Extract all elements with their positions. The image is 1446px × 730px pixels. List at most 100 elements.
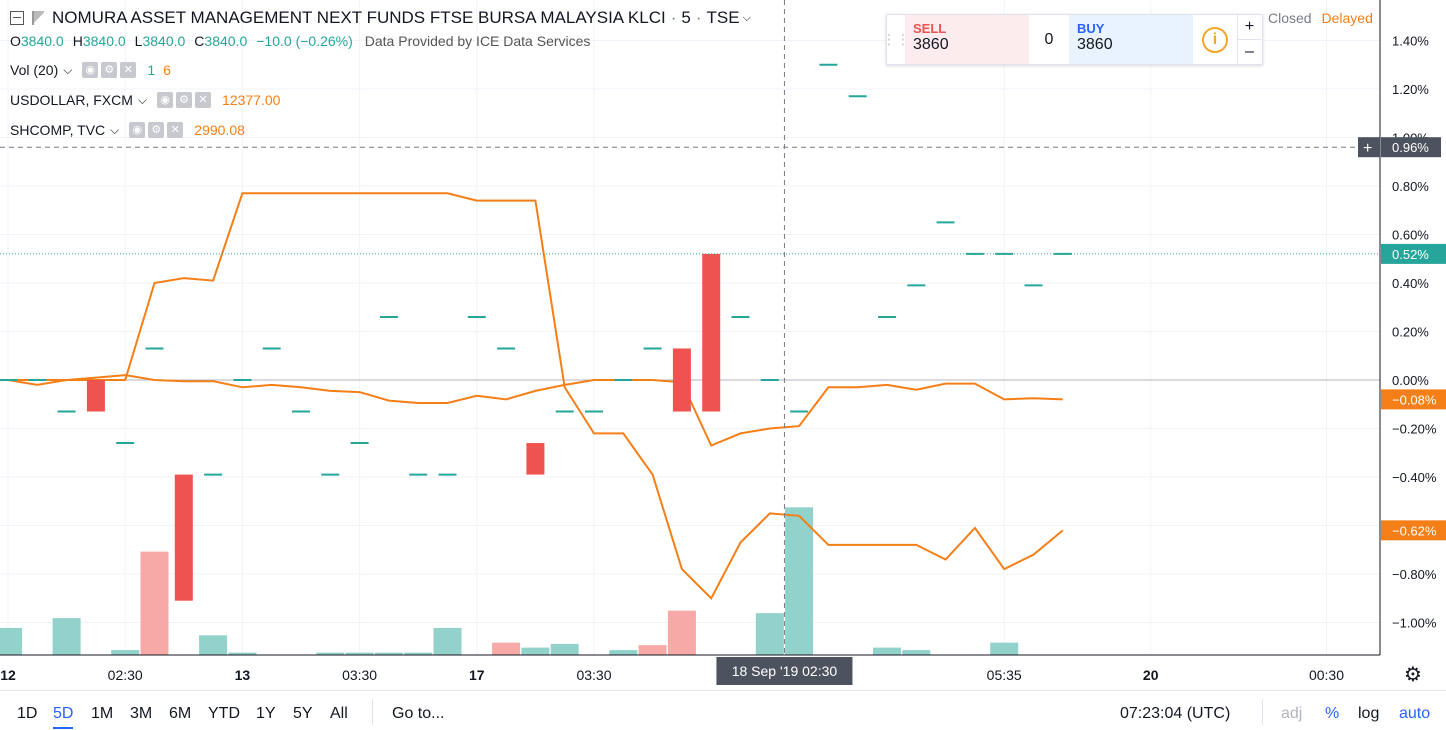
range-button-ytd[interactable]: YTD — [208, 705, 240, 722]
time-tick-label: 13 — [235, 667, 251, 683]
market-closed-label: Closed — [1268, 10, 1312, 26]
time-tick-label: 17 — [469, 667, 485, 683]
volume-bar — [550, 643, 579, 655]
goto-button[interactable]: Go to... — [392, 705, 445, 722]
price-tick-label: 0.80% — [1392, 179, 1429, 194]
symbol-title-row: NOMURA ASSET MANAGEMENT NEXT FUNDS FTSE … — [10, 8, 751, 28]
low-label: L — [134, 33, 143, 49]
crosshair-price-tag: 0.96% — [1392, 140, 1429, 155]
collapse-icon[interactable] — [10, 11, 24, 25]
indicator-row-usdollar[interactable]: USDOLLAR, FXCM ⌵ ◉ ⚙ ✕ 12377.00 — [10, 90, 280, 110]
time-axis[interactable]: 12 02:30 13 03:30 17 03:30 05:35 20 00:30 18 Sep … — [0, 654, 1422, 686]
price-tick-label: −0.40% — [1392, 470, 1437, 485]
trade-panel: ⋮⋮ SELL 3860 0 BUY 3860 i + – — [882, 14, 1263, 65]
chevron-down-icon[interactable]: ⌵ — [137, 92, 148, 107]
log-toggle[interactable]: log — [1358, 705, 1380, 722]
sell-label: SELL — [913, 21, 947, 36]
eye-icon[interactable]: ◉ — [82, 62, 99, 78]
price-candles — [0, 63, 1072, 601]
close-icon[interactable]: ✕ — [120, 62, 137, 78]
close-label: C — [194, 33, 205, 49]
data-provider: Data Provided by ICE Data Services — [364, 33, 591, 49]
compare-lines — [7, 192, 1064, 600]
high-value: 3840.0 — [82, 33, 126, 49]
volume-bar — [140, 551, 169, 655]
quantity-field[interactable]: 0 — [1044, 30, 1054, 48]
adj-toggle[interactable]: adj — [1281, 705, 1303, 722]
bottom-toolbar: 1D 5D 1M 3M 6M YTD 1Y 5Y All Go to... 07… — [0, 690, 1446, 730]
candle-body — [526, 443, 545, 475]
gear-icon[interactable]: ⚙ — [101, 62, 118, 78]
indicator-name[interactable]: Vol (20) — [10, 62, 59, 78]
gear-icon[interactable]: ⚙ — [148, 122, 165, 138]
utc-clock[interactable]: 07:23:04 (UTC) — [1120, 705, 1231, 722]
close-icon[interactable]: ✕ — [167, 122, 184, 138]
chevron-down-icon[interactable]: ⌵ — [110, 122, 120, 137]
time-tick-label: 00:30 — [1309, 667, 1344, 683]
minus-button[interactable]: – — [1245, 43, 1254, 60]
price-tick-label: 0.00% — [1392, 373, 1429, 388]
volume-bar — [521, 647, 550, 655]
close-value: 3840.0 — [204, 33, 248, 49]
compare-line-usdollar — [7, 374, 1063, 447]
plus-button[interactable]: + — [1238, 15, 1261, 40]
candle-body — [174, 474, 193, 601]
separator-dot: · — [695, 8, 702, 27]
chevron-down-icon[interactable]: ⌵ — [742, 11, 751, 24]
info-icon: i — [1202, 26, 1228, 53]
chevron-down-icon[interactable]: ⌵ — [63, 62, 73, 77]
range-button-1m[interactable]: 1M — [91, 705, 114, 722]
quantity-stepper: + – — [1237, 15, 1261, 64]
buy-button[interactable]: BUY 3860 — [1069, 15, 1193, 64]
exchange-label[interactable]: TSE — [706, 8, 740, 27]
change-value: −10.0 (−0.26%) — [256, 33, 353, 49]
range-button-all[interactable]: All — [330, 705, 348, 722]
drag-handle-icon[interactable]: ⋮⋮ — [882, 31, 910, 47]
volume-bar — [228, 652, 257, 655]
range-button-5y[interactable]: 5Y — [293, 705, 313, 722]
gear-icon[interactable]: ⚙ — [176, 92, 193, 108]
price-axis-bg — [1380, 0, 1446, 655]
market-status: Closed Delayed — [1268, 10, 1373, 26]
compare-tag-shcomp-bg — [1381, 520, 1446, 541]
auto-toggle[interactable]: auto — [1399, 705, 1431, 722]
indicator-name[interactable]: USDOLLAR, FXCM — [10, 92, 133, 108]
price-tick-label: −0.80% — [1392, 567, 1437, 582]
shcomp-value: 2990.08 — [194, 122, 245, 138]
range-button-1y[interactable]: 1Y — [256, 705, 276, 722]
volume-bar — [404, 652, 433, 655]
toolbar-divider — [372, 699, 373, 725]
volume-bar — [199, 635, 228, 655]
volume-bar — [52, 618, 81, 655]
eye-icon[interactable]: ◉ — [157, 92, 174, 108]
buy-price: 3860 — [1077, 36, 1113, 53]
info-button[interactable]: i — [1193, 15, 1237, 64]
symbol-title[interactable]: NOMURA ASSET MANAGEMENT NEXT FUNDS FTSE … — [52, 8, 666, 27]
sell-button[interactable]: SELL 3860 — [905, 15, 1029, 64]
price-axis[interactable]: 1.40%1.20%1.00%0.80%0.60%0.40%0.20%0.00%… — [1358, 0, 1446, 655]
separator-dot: · — [670, 8, 677, 27]
volume-bar — [111, 650, 140, 655]
indicator-name[interactable]: SHCOMP, TVC — [10, 122, 106, 138]
indicator-row-shcomp[interactable]: SHCOMP, TVC ⌵ ◉ ⚙ ✕ 2990.08 — [10, 120, 245, 140]
volume-value-up: 1 — [147, 62, 156, 78]
interval-label[interactable]: 5 — [681, 8, 691, 27]
crosshair-plus-box — [1358, 137, 1380, 158]
range-button-6m[interactable]: 6M — [169, 705, 192, 722]
gear-icon[interactable]: ⚙ — [1404, 662, 1422, 686]
flag-icon — [32, 11, 44, 25]
range-button-1d[interactable]: 1D — [17, 705, 38, 722]
range-button-5d[interactable]: 5D — [53, 705, 74, 729]
sell-price: 3860 — [913, 36, 949, 53]
indicator-row-volume[interactable]: Vol (20) ⌵ ◉ ⚙ ✕ 1 6 — [10, 60, 171, 80]
close-icon[interactable]: ✕ — [195, 92, 212, 108]
market-delayed-label: Delayed — [1321, 10, 1373, 26]
percent-toggle[interactable]: % — [1325, 705, 1340, 722]
last-price-tag: 0.52% — [1392, 247, 1429, 262]
volume-value-ma: 6 — [163, 62, 171, 78]
volume-bar — [0, 627, 22, 655]
time-tick-label: 12 — [0, 667, 16, 683]
eye-icon[interactable]: ◉ — [129, 122, 146, 138]
range-button-3m[interactable]: 3M — [130, 705, 153, 722]
